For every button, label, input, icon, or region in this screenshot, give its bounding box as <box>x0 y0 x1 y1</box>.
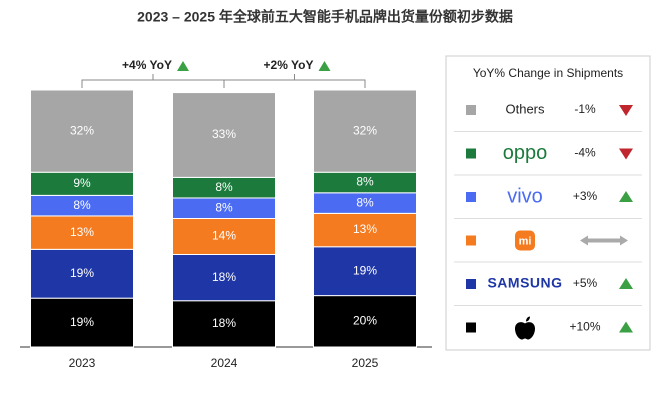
bar-segment <box>172 253 276 302</box>
bar-segment <box>172 218 276 255</box>
legend-label: mi <box>519 235 532 247</box>
legend-label: Others <box>505 101 545 116</box>
legend-panel <box>445 55 651 351</box>
legend-swatch <box>466 235 476 246</box>
data-label: 14% <box>212 229 236 243</box>
yoy-change: -4% <box>574 146 596 160</box>
legend-label: SAMSUNG <box>487 275 562 291</box>
yoy-change: +5% <box>573 276 598 290</box>
data-label: 33% <box>212 127 236 141</box>
data-label: 20% <box>353 313 377 327</box>
yoy-arrow <box>619 278 633 289</box>
legend-swatch <box>466 105 476 115</box>
data-label: 9% <box>73 176 91 190</box>
yoy-change: +3% <box>573 189 598 203</box>
data-label: 32% <box>70 123 94 137</box>
bar-segment <box>30 297 134 348</box>
bar-segment <box>172 300 276 348</box>
legend-title: YoY% Change in Shipments <box>473 66 623 80</box>
data-label: 8% <box>356 175 374 189</box>
x-tick-label: 2023 <box>69 356 96 370</box>
yoy-change: -1% <box>574 102 596 116</box>
apple-logo <box>515 316 535 340</box>
bar-segment <box>30 215 134 250</box>
data-label: 18% <box>212 270 236 284</box>
yoy-arrow <box>619 191 633 202</box>
yoy-arrow <box>619 321 633 333</box>
yoy-change: +10% <box>569 320 600 334</box>
annotation: +4% YoY <box>122 58 172 72</box>
bar-segment <box>313 89 417 173</box>
x-tick-label: 2025 <box>352 356 379 370</box>
x-tick-label: 2024 <box>211 356 238 370</box>
bar-segment <box>172 92 276 178</box>
data-label: 8% <box>73 198 91 212</box>
legend-swatch <box>466 192 476 202</box>
legend-label: vivo <box>507 185 543 207</box>
data-label: 19% <box>353 263 377 277</box>
data-label: 8% <box>215 180 233 194</box>
data-label: 19% <box>70 266 94 280</box>
data-label: 13% <box>70 225 94 239</box>
mi-logo <box>515 230 535 251</box>
annotation: +2% YoY <box>264 58 314 72</box>
legend-swatch <box>466 279 476 289</box>
bar-segment <box>30 89 134 173</box>
annotation-arrow <box>177 61 189 71</box>
legend-swatch <box>466 148 476 159</box>
data-label: 13% <box>353 222 377 236</box>
chart-title: 2023 – 2025 年全球前五大智能手机品牌出货量份额初步数据 <box>137 9 513 25</box>
data-label: 18% <box>212 316 236 330</box>
bar-segment <box>313 295 417 348</box>
annotation-arrow <box>318 61 331 71</box>
legend-swatch <box>466 322 476 333</box>
data-label: 8% <box>356 195 374 209</box>
yoy-arrow <box>619 148 633 160</box>
yoy-arrow <box>619 105 633 116</box>
data-label: 32% <box>353 123 377 137</box>
legend-label: oppo <box>503 142 548 164</box>
data-label: 8% <box>215 200 233 214</box>
flat-arrow <box>580 235 628 246</box>
data-label: 19% <box>70 315 94 329</box>
bar-segment <box>313 212 417 248</box>
